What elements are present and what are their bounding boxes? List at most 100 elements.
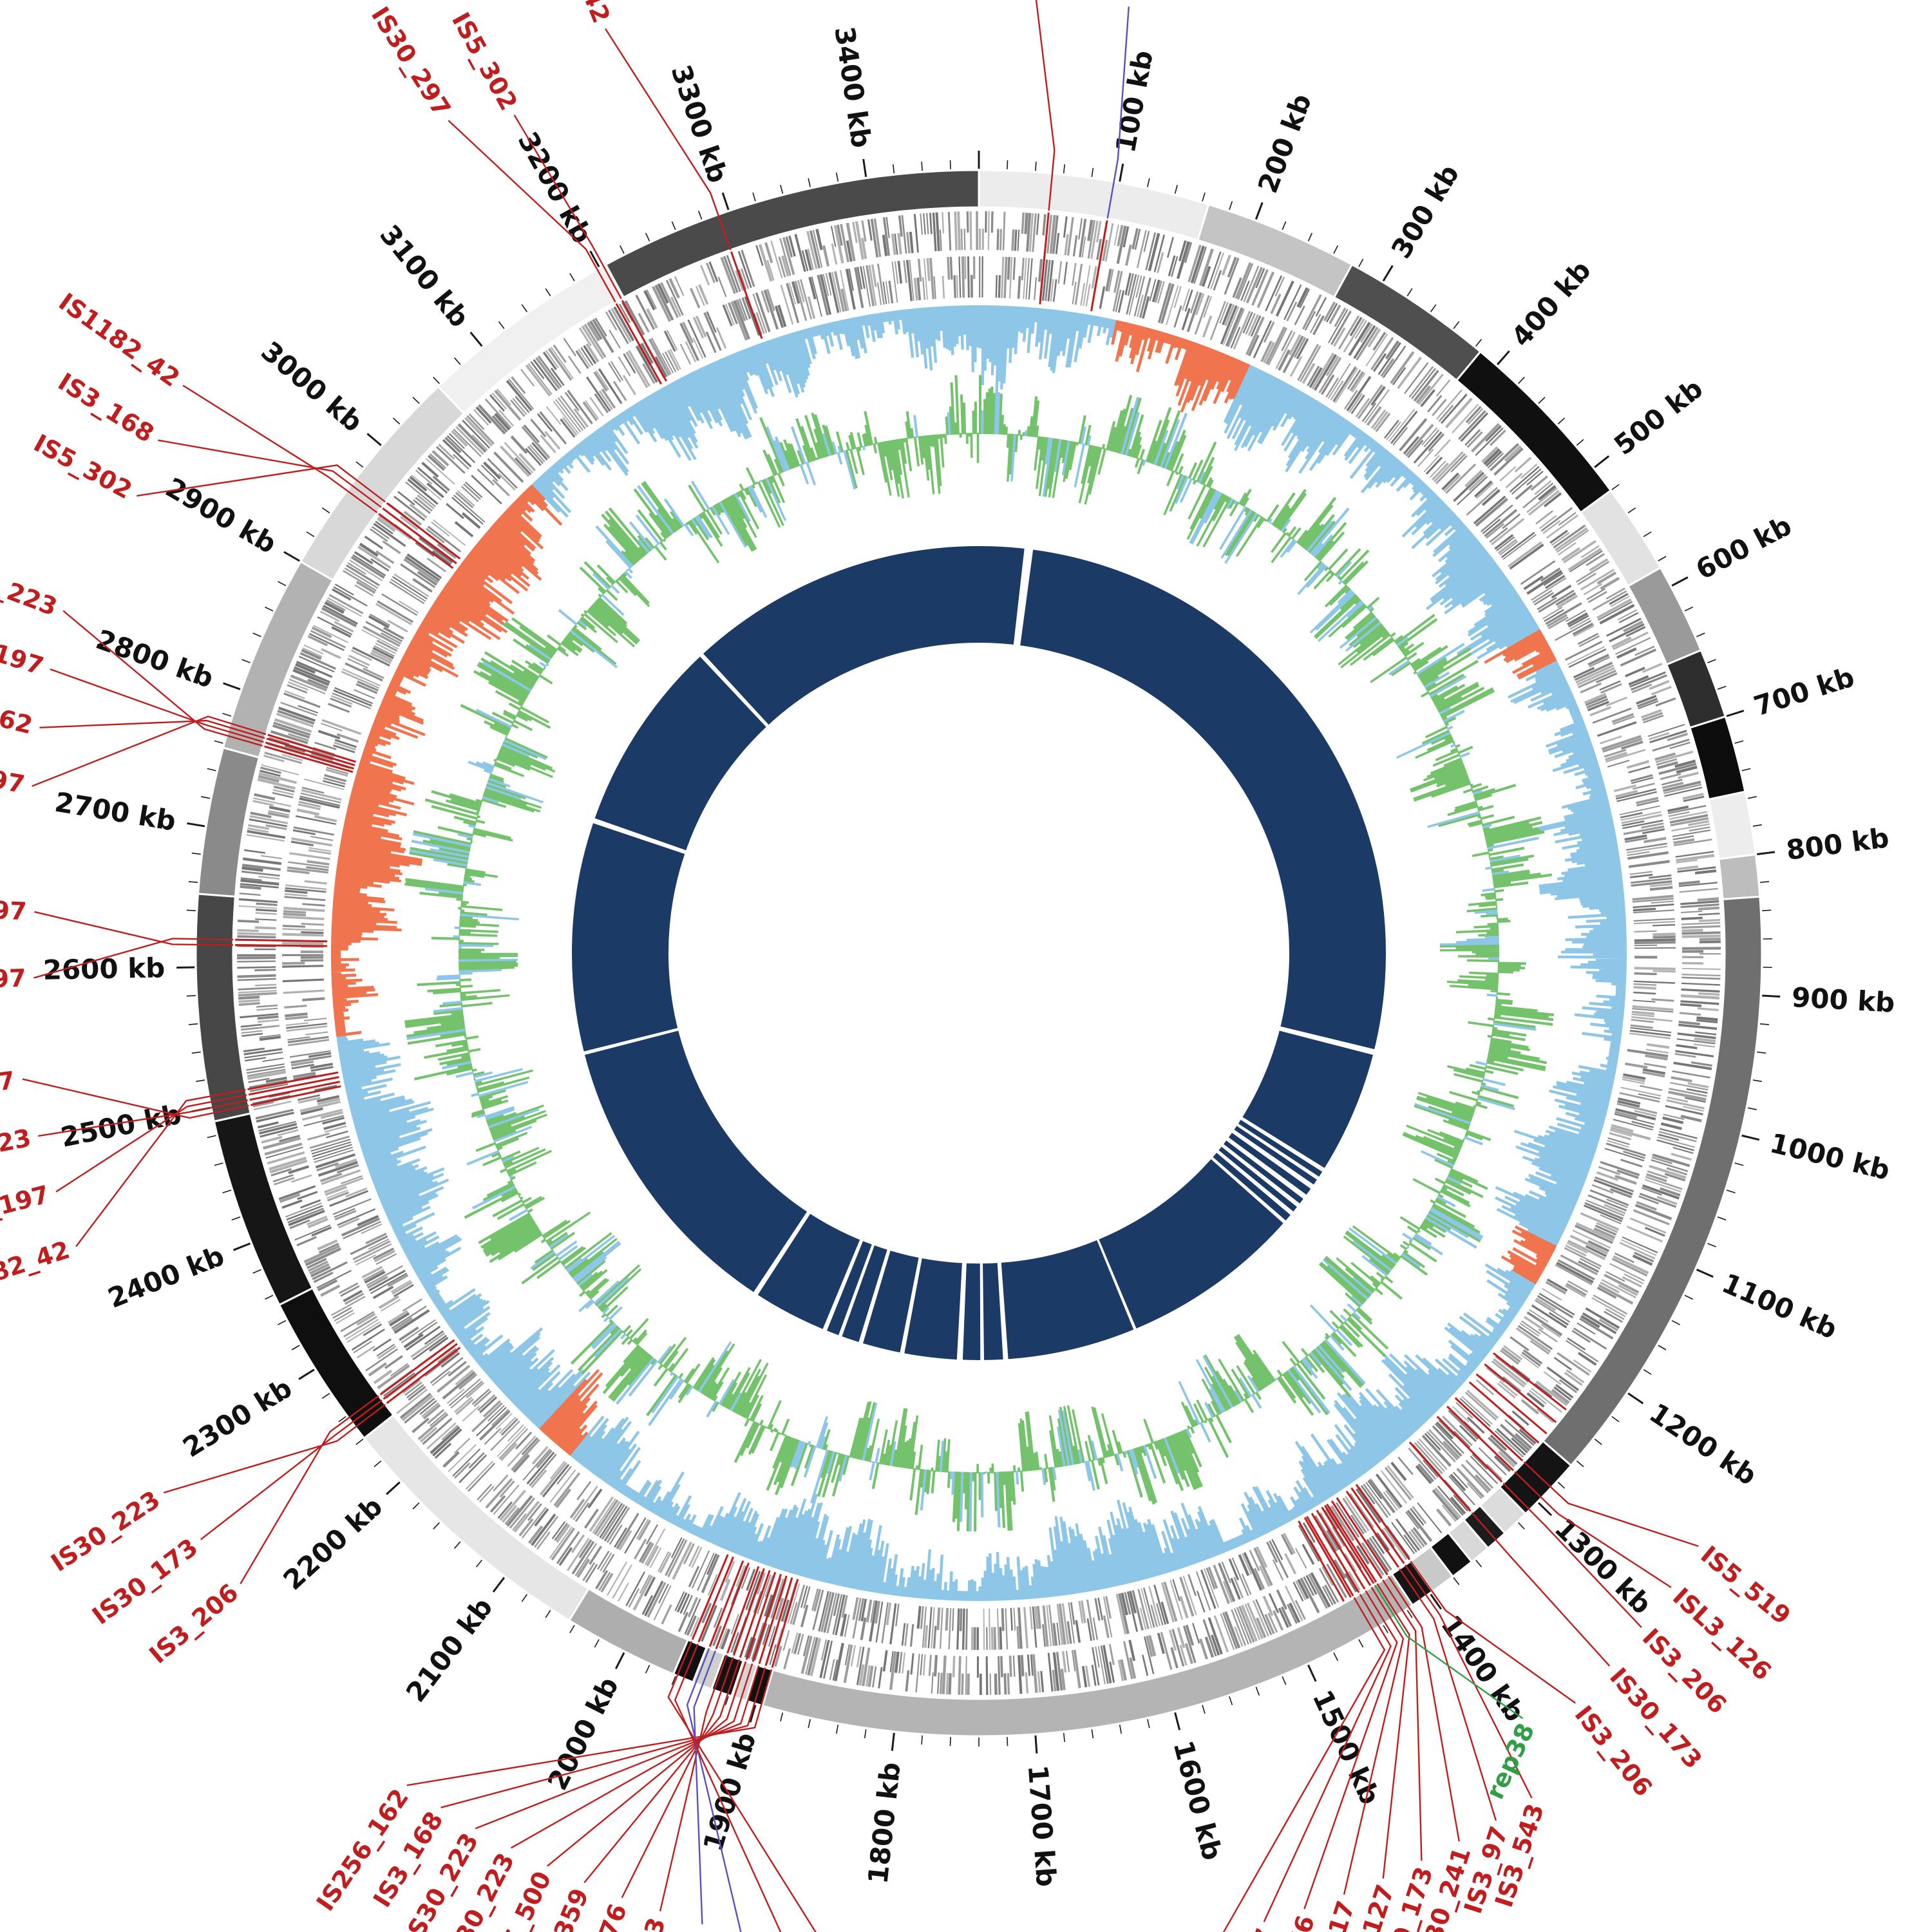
- minor-tick: [545, 1609, 551, 1618]
- is-mark: [732, 1567, 765, 1656]
- axis-tick-label: 3100 kb: [374, 219, 475, 334]
- annotation-leader: [1303, 1590, 1398, 1909]
- major-tick: [1741, 1134, 1760, 1141]
- annotation-leader: [38, 1099, 249, 1137]
- is-mark: [697, 1556, 735, 1643]
- axis-tick-label: 900 kb: [1791, 981, 1896, 1019]
- minor-tick: [1453, 321, 1460, 329]
- annotation-leader: [34, 911, 234, 946]
- minor-tick: [1757, 1051, 1766, 1054]
- minor-tick: [252, 1269, 261, 1274]
- minor-tick: [780, 184, 784, 194]
- minor-tick: [1734, 1162, 1744, 1166]
- annotation-leader: [1404, 1564, 1533, 1799]
- minor-tick: [1007, 160, 1009, 169]
- annotation-leaders: [22, 0, 1699, 1932]
- axis-tick-label: 2200 kb: [277, 1490, 388, 1596]
- major-tick: [1762, 994, 1781, 998]
- contig-segment: [1197, 203, 1354, 299]
- minor-tick: [619, 245, 625, 254]
- annotation-leader: [1376, 1583, 1410, 1879]
- major-tick: [187, 822, 205, 828]
- annotation-leader: [1035, 0, 1056, 211]
- minor-tick: [1406, 1609, 1413, 1618]
- is-mark: [1484, 1363, 1557, 1423]
- minor-tick: [222, 713, 232, 717]
- annotation-label: IS1182_42: [536, 0, 616, 27]
- major-tick: [1627, 1392, 1644, 1405]
- is-mark: [251, 1085, 341, 1106]
- annotation-label: IS30_223: [0, 1124, 33, 1175]
- major-tick: [1726, 710, 1745, 717]
- is-mark: [1446, 1405, 1514, 1472]
- axis-ticks: [176, 151, 1781, 1754]
- axis-tick-label: 3300 kb: [665, 61, 734, 187]
- is-mark: [1298, 1520, 1345, 1602]
- minor-tick: [321, 507, 330, 514]
- core-ring-gap: [1272, 1025, 1383, 1057]
- contig-segment: [1626, 566, 1703, 666]
- is-mark: [386, 1347, 461, 1405]
- minor-tick: [222, 1189, 232, 1193]
- minor-tick: [1453, 1577, 1460, 1586]
- minor-tick: [1229, 201, 1233, 211]
- minor-tick: [1202, 1705, 1206, 1714]
- annotation-leader: [583, 1659, 741, 1884]
- minor-tick: [1594, 1438, 1602, 1445]
- contig-segment: [604, 169, 980, 299]
- minor-tick: [191, 852, 201, 855]
- is-mark: [379, 1339, 455, 1396]
- annotation-labels: IS21_259WalRIS1182_42IS30_297IS5_302IS11…: [0, 0, 1796, 1932]
- major-tick: [862, 158, 867, 177]
- minor-tick: [191, 1051, 201, 1054]
- axis-tick-label: 3000 kb: [255, 335, 368, 438]
- minor-tick: [1147, 1719, 1150, 1728]
- axis-tick-label: 1100 kb: [1718, 1267, 1842, 1345]
- is-mark: [1316, 1510, 1366, 1590]
- is-mark: [1324, 1504, 1375, 1584]
- major-tick: [298, 1368, 315, 1380]
- is-mark: [1321, 1506, 1372, 1586]
- is-mark: [1090, 220, 1108, 312]
- minor-tick: [1717, 685, 1727, 690]
- core-ring-gap: [980, 1256, 985, 1368]
- minor-tick: [214, 740, 223, 744]
- axis-tick-label: 1300 kb: [1549, 1512, 1658, 1620]
- minor-tick: [780, 1712, 784, 1722]
- is-mark: [1331, 1500, 1383, 1579]
- minor-tick: [392, 417, 401, 425]
- minor-tick: [1627, 507, 1636, 514]
- minor-tick: [1747, 1107, 1757, 1110]
- axis-tick-label: 2300 kb: [177, 1372, 298, 1463]
- minor-tick: [1726, 1189, 1736, 1193]
- minor-tick: [835, 1725, 839, 1734]
- annotation-leader: [1382, 1579, 1423, 1861]
- major-tick: [366, 433, 382, 446]
- annotation-leader: [200, 1399, 383, 1540]
- minor-tick: [291, 1345, 300, 1350]
- contig-segment: [1689, 715, 1747, 801]
- minor-tick: [1333, 1652, 1339, 1662]
- minor-tick: [1282, 221, 1287, 231]
- minor-tick: [521, 304, 528, 312]
- major-tick: [1119, 163, 1124, 182]
- axis-tick-label: 800 kb: [1785, 822, 1891, 866]
- annotation-leader: [33, 938, 234, 979]
- minor-tick: [207, 1135, 216, 1139]
- minor-tick: [671, 221, 676, 231]
- annotation-label: IS3_97: [0, 964, 26, 995]
- minor-tick: [1358, 258, 1364, 267]
- core-ring-gap: [748, 1205, 815, 1302]
- major-tick: [1255, 202, 1264, 220]
- is-mark: [1454, 1397, 1524, 1462]
- core-ring-gap: [585, 815, 694, 857]
- minor-tick: [214, 1162, 223, 1166]
- is-mark: [730, 251, 763, 339]
- annotation-leader: [659, 1654, 728, 1912]
- core-ring-gap: [997, 1255, 1009, 1368]
- major-tick: [1696, 1269, 1714, 1278]
- is-mark: [771, 1578, 799, 1668]
- is-mark: [739, 1569, 771, 1658]
- minor-tick: [864, 1729, 867, 1739]
- annotation-leader: [513, 114, 622, 299]
